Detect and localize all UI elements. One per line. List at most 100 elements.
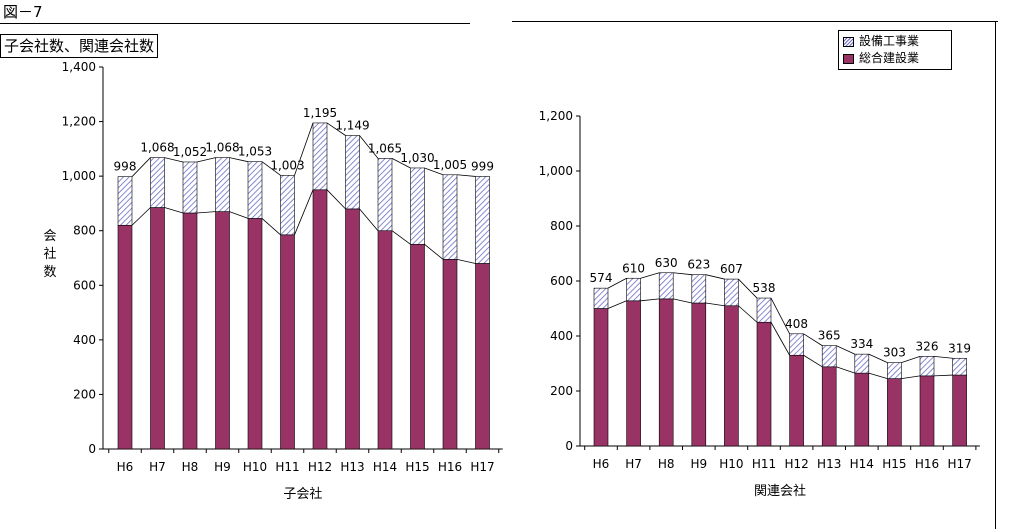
series-line-general xyxy=(868,372,888,380)
bar-equipment-construction xyxy=(658,272,674,300)
legend-item-equipment: 設備工事業 xyxy=(843,33,947,50)
x-tick-label: H16 xyxy=(915,457,939,471)
x-tick-label: H9 xyxy=(690,457,707,471)
y-axis-title-char: 社 xyxy=(43,246,56,262)
series-line-total xyxy=(391,158,411,169)
bar-equipment-construction xyxy=(854,353,870,374)
bar-general-construction xyxy=(789,354,804,447)
bar-equipment-construction xyxy=(377,158,393,232)
x-tick-label: H6 xyxy=(593,457,610,471)
series-line-total xyxy=(424,167,444,176)
frame-right-border xyxy=(995,21,996,529)
bar-equipment-construction xyxy=(789,333,804,356)
series-line-total xyxy=(836,345,855,355)
y-tick-label: 0 xyxy=(88,442,96,456)
legend-item-general: 総合建設業 xyxy=(843,50,947,67)
y-tick-label: 200 xyxy=(550,384,573,398)
series-line-general xyxy=(901,375,921,380)
bar-equipment-construction xyxy=(345,135,360,210)
x-tick-label: H11 xyxy=(275,460,299,474)
bar-general-construction xyxy=(919,375,935,447)
data-label-total: 1,052 xyxy=(173,145,207,159)
series-line-general xyxy=(391,230,411,245)
y-axis-title-char: 会 xyxy=(43,229,56,244)
data-label-total: 1,068 xyxy=(205,141,239,155)
series-line-total xyxy=(738,278,758,299)
y-tick-label: 800 xyxy=(550,219,573,233)
data-label-total: 574 xyxy=(590,271,613,285)
bar-general-construction xyxy=(593,308,609,447)
series-line-total xyxy=(261,161,281,176)
data-label-total: 334 xyxy=(850,337,873,351)
data-label-total: 607 xyxy=(720,262,743,276)
bar-general-construction xyxy=(475,263,490,450)
affiliates-chart: 0 200 400 600 800 1,000 1,200 H6 574 H7 610 H8 630 H9… xyxy=(539,109,980,499)
bar-equipment-construction xyxy=(919,356,935,377)
bar-equipment-construction xyxy=(691,274,707,304)
bar-general-construction xyxy=(247,218,263,450)
bar-general-construction xyxy=(280,234,295,450)
x-tick-label: H12 xyxy=(784,457,808,471)
data-label-total: 998 xyxy=(114,160,137,174)
data-label-total: 1,065 xyxy=(368,141,402,155)
bar-general-construction xyxy=(150,207,165,450)
y-tick-label: 0 xyxy=(565,439,573,453)
bar-equipment-construction xyxy=(442,174,458,260)
data-label-total: 1,068 xyxy=(140,141,174,155)
series-line-total xyxy=(196,157,216,163)
legend-label: 総合建設業 xyxy=(859,51,920,65)
data-label-total: 319 xyxy=(948,341,971,355)
hatch-swatch-icon xyxy=(843,36,854,47)
x-tick-label: H13 xyxy=(340,460,364,474)
x-tick-label: H7 xyxy=(625,457,642,471)
y-tick-label: 600 xyxy=(550,274,573,288)
series-line-general xyxy=(456,258,476,264)
x-tick-label: H17 xyxy=(470,460,494,474)
bar-equipment-construction xyxy=(410,167,425,245)
x-tick-label: H11 xyxy=(752,457,776,471)
y-tick-label: 1,400 xyxy=(62,60,96,74)
series-line-total xyxy=(456,174,476,177)
bar-general-construction xyxy=(854,372,870,447)
series-line-general xyxy=(326,189,346,210)
subsidiaries-chart: 0 200 400 600 800 1,000 1,200 1,400 会社数 H6 998 H7 1,… xyxy=(43,60,503,502)
bar-equipment-construction xyxy=(626,277,641,302)
bar-equipment-construction xyxy=(475,176,490,264)
series-line-total xyxy=(359,135,379,159)
series-line-total xyxy=(901,355,921,364)
bar-general-construction xyxy=(658,298,674,447)
bar-general-construction xyxy=(377,230,393,450)
x-tick-label: H9 xyxy=(214,460,231,474)
figure-title: 子会社数、関連会社数 xyxy=(0,34,159,58)
bar-general-construction xyxy=(756,321,772,447)
legend: 設備工事業 総合建設業 xyxy=(838,30,952,70)
x-tick-label: H7 xyxy=(149,460,166,474)
bar-general-construction xyxy=(410,244,425,450)
x-tick-label: H8 xyxy=(658,457,675,471)
series-line-general xyxy=(359,208,379,231)
x-tick-label: H12 xyxy=(308,460,332,474)
series-line-general xyxy=(261,218,281,236)
x-tick-label: H16 xyxy=(438,460,462,474)
bar-equipment-construction xyxy=(247,161,263,219)
bar-general-construction xyxy=(442,259,458,450)
series-line-general xyxy=(294,189,314,235)
bar-general-construction xyxy=(821,366,837,447)
bar-general-construction xyxy=(724,305,739,447)
series-line-total xyxy=(229,157,249,163)
bar-equipment-construction xyxy=(312,122,328,191)
data-label-total: 538 xyxy=(753,281,776,295)
x-tick-label: H6 xyxy=(117,460,134,474)
bar-equipment-construction xyxy=(150,157,165,208)
series-line-total xyxy=(868,353,888,364)
data-label-total: 326 xyxy=(916,339,939,353)
x-tick-label: H17 xyxy=(947,457,971,471)
y-tick-label: 1,200 xyxy=(62,115,96,129)
series-line-total xyxy=(673,272,692,276)
y-tick-label: 400 xyxy=(73,333,96,347)
x-tick-label: H14 xyxy=(850,457,874,471)
series-line-general xyxy=(770,322,790,356)
x-axis-title: 関連会社 xyxy=(754,483,806,499)
bar-equipment-construction xyxy=(756,297,772,323)
x-tick-label: H10 xyxy=(719,457,743,471)
